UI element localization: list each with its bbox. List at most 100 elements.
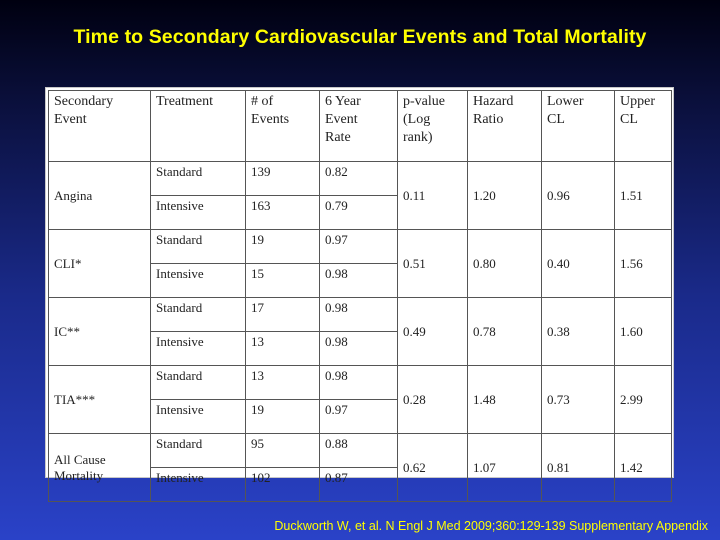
column-header: Treatment xyxy=(150,90,246,162)
secondary-event-line: CLI* xyxy=(54,255,82,271)
secondary-event-cell: IC** xyxy=(48,297,151,366)
column-header-line: CL xyxy=(547,112,565,127)
event-rate-cell: 0.88 xyxy=(319,433,398,468)
column-header-line: Rate xyxy=(325,130,351,145)
secondary-event-line: IC** xyxy=(54,323,80,339)
column-header: Lower CL xyxy=(541,90,615,162)
column-header-line: rank) xyxy=(403,130,433,145)
secondary-event-line: Mortality xyxy=(54,467,104,483)
secondary-event-cell: TIA*** xyxy=(48,365,151,434)
column-header-line: Events xyxy=(251,112,290,127)
event-rate-cell: 0.97 xyxy=(319,399,398,434)
table-row: Intensive 15 0.98 xyxy=(49,263,672,298)
table-row: TIA*** Standard 13 0.98 0.28 1.48 0.73 2.99 xyxy=(48,365,672,434)
column-header: Upper CL xyxy=(614,90,672,162)
results-table-panel: Secondary Event Treatment # of Events 6 Year E… xyxy=(45,87,674,502)
lower-cl-cell: 0.40 xyxy=(541,229,615,298)
lower-cl-cell: 0.38 xyxy=(541,297,615,366)
events-count-cell: 13 xyxy=(245,365,320,400)
event-rate-cell: 0.98 xyxy=(319,365,398,400)
treatment-cell: Intensive xyxy=(150,331,246,366)
table-row: Intensive 19 0.97 xyxy=(49,399,672,434)
column-header-line: CL xyxy=(620,112,638,127)
events-count-cell: 163 xyxy=(245,195,320,230)
treatment-cell: Standard xyxy=(150,433,246,468)
events-count-cell: 102 xyxy=(245,467,320,502)
secondary-event-line: TIA*** xyxy=(54,391,96,407)
results-table: Secondary Event Treatment # of Events 6 Year E… xyxy=(48,90,672,502)
event-rate-cell: 0.97 xyxy=(319,229,398,264)
treatment-cell: Standard xyxy=(150,297,246,332)
events-count-cell: 19 xyxy=(245,229,320,264)
treatment-cell: Intensive xyxy=(150,467,246,502)
hazard-ratio-cell: 1.20 xyxy=(467,161,542,230)
treatment-cell: Standard xyxy=(150,229,246,264)
p-value-cell: 0.49 xyxy=(397,297,468,366)
hazard-ratio-cell: 0.78 xyxy=(467,297,542,366)
treatment-cell: Intensive xyxy=(150,263,246,298)
column-header-line: Lower xyxy=(547,94,584,109)
treatment-cell: Standard xyxy=(150,365,246,400)
events-count-cell: 17 xyxy=(245,297,320,332)
p-value-cell: 0.62 xyxy=(397,433,468,502)
column-header-line: Ratio xyxy=(473,112,504,127)
column-header: Secondary Event xyxy=(48,90,151,162)
event-rate-cell: 0.87 xyxy=(319,467,398,502)
column-header: # of Events xyxy=(245,90,320,162)
table-row: CLI* Standard 19 0.97 0.51 0.80 0.40 1.56 xyxy=(48,229,672,298)
column-header-line: p-value xyxy=(403,94,445,109)
events-count-cell: 15 xyxy=(245,263,320,298)
column-header-line: Hazard xyxy=(473,94,514,109)
treatment-cell: Standard xyxy=(150,161,246,196)
secondary-event-cell: CLI* xyxy=(48,229,151,298)
secondary-event-line: Angina xyxy=(54,187,93,203)
column-header-line: Event xyxy=(54,112,87,127)
upper-cl-cell: 1.56 xyxy=(614,229,672,298)
events-count-cell: 13 xyxy=(245,331,320,366)
table-row: Intensive 13 0.98 xyxy=(49,331,672,366)
table-row: Intensive 163 0.79 xyxy=(49,195,672,230)
event-rate-cell: 0.98 xyxy=(319,297,398,332)
secondary-event-line: All Cause xyxy=(54,451,106,467)
column-header-line: Event xyxy=(325,112,358,127)
secondary-event-cell: All Cause Mortality xyxy=(48,433,151,502)
upper-cl-cell: 1.60 xyxy=(614,297,672,366)
lower-cl-cell: 0.81 xyxy=(541,433,615,502)
lower-cl-cell: 0.96 xyxy=(541,161,615,230)
column-header-line: Upper xyxy=(620,94,655,109)
events-count-cell: 95 xyxy=(245,433,320,468)
column-header-line: # of xyxy=(251,94,274,109)
hazard-ratio-cell: 0.80 xyxy=(467,229,542,298)
event-rate-cell: 0.98 xyxy=(319,331,398,366)
p-value-cell: 0.28 xyxy=(397,365,468,434)
lower-cl-cell: 0.73 xyxy=(541,365,615,434)
table-row: All Cause Mortality Standard 95 0.88 0.62 1.07… xyxy=(48,433,672,502)
column-header-line: (Log xyxy=(403,112,431,127)
upper-cl-cell: 1.42 xyxy=(614,433,672,502)
events-count-cell: 19 xyxy=(245,399,320,434)
treatment-cell: Intensive xyxy=(150,399,246,434)
table-row: Intensive 102 0.87 xyxy=(49,467,672,502)
events-count-cell: 139 xyxy=(245,161,320,196)
upper-cl-cell: 2.99 xyxy=(614,365,672,434)
event-rate-cell: 0.79 xyxy=(319,195,398,230)
event-rate-cell: 0.82 xyxy=(319,161,398,196)
secondary-event-cell: Angina xyxy=(48,161,151,230)
column-header-line: Secondary xyxy=(54,94,114,109)
table-row: IC** Standard 17 0.98 0.49 0.78 0.38 1.60 xyxy=(48,297,672,366)
column-header: 6 Year Event Rate xyxy=(319,90,398,162)
treatment-cell: Intensive xyxy=(150,195,246,230)
table-row: Angina Standard 139 0.82 0.11 1.20 0.96 1.51 xyxy=(48,161,672,230)
p-value-cell: 0.11 xyxy=(397,161,468,230)
column-header: p-value (Log rank) xyxy=(397,90,468,162)
column-header-line: Treatment xyxy=(156,94,214,109)
p-value-cell: 0.51 xyxy=(397,229,468,298)
upper-cl-cell: 1.51 xyxy=(614,161,672,230)
column-header: Hazard Ratio xyxy=(467,90,542,162)
table-header-row: Secondary Event Treatment # of Events 6 Year E… xyxy=(48,90,672,162)
column-header-line: 6 Year xyxy=(325,94,361,109)
hazard-ratio-cell: 1.07 xyxy=(467,433,542,502)
event-rate-cell: 0.98 xyxy=(319,263,398,298)
citation: Duckworth W, et al. N Engl J Med 2009;36… xyxy=(274,519,708,533)
slide-title: Time to Secondary Cardiovascular Events … xyxy=(73,26,647,48)
